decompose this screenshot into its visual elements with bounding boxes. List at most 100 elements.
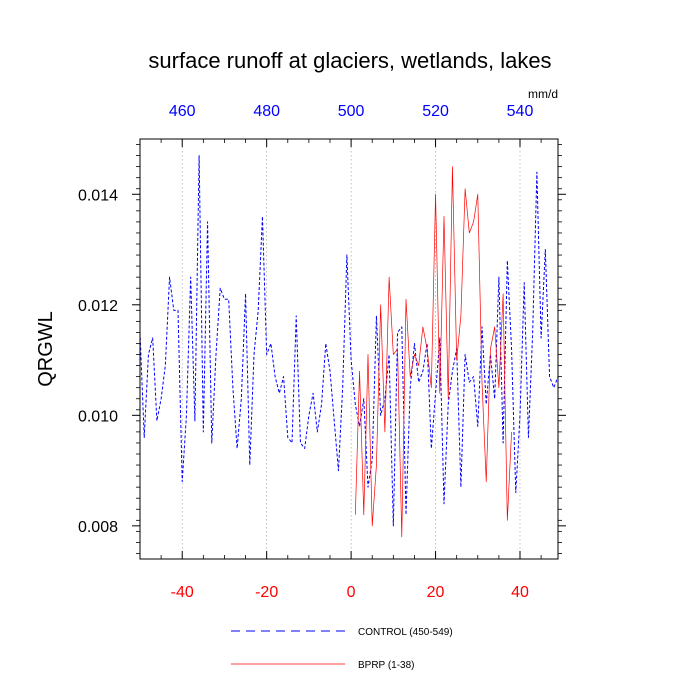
- data-point-control: [498, 277, 499, 278]
- data-point-control: [355, 404, 356, 405]
- data-point-control: [330, 371, 331, 372]
- data-point-control: [152, 337, 153, 338]
- data-point-bprp: [422, 326, 423, 327]
- data-point-control: [536, 172, 537, 173]
- data-point-control: [482, 326, 483, 327]
- data-point-control: [422, 371, 423, 372]
- data-point-control: [249, 465, 250, 466]
- data-point-bprp: [511, 431, 512, 432]
- data-point-control: [165, 365, 166, 366]
- data-point-control: [338, 470, 339, 471]
- data-point-bprp: [410, 376, 411, 377]
- data-point-control: [300, 442, 301, 443]
- x-tick-label-top: 480: [253, 103, 280, 120]
- data-point-control: [503, 442, 504, 443]
- data-point-control: [435, 393, 436, 394]
- y-tick-label: 0.010: [78, 408, 118, 425]
- data-point-control: [241, 398, 242, 399]
- data-point-control: [190, 277, 191, 278]
- data-point-control: [431, 448, 432, 449]
- data-point-control: [520, 415, 521, 416]
- x-tick-label-top: 520: [422, 103, 449, 120]
- data-point-control: [317, 431, 318, 432]
- data-point-bprp: [444, 216, 445, 217]
- data-point-control: [296, 315, 297, 316]
- data-point-control: [549, 376, 550, 377]
- data-point-bprp: [494, 326, 495, 327]
- x-tick-label-bottom: 0: [347, 584, 356, 601]
- x-tick-label-bottom: -20: [255, 584, 278, 601]
- data-point-bprp: [435, 194, 436, 195]
- data-point-bprp: [456, 360, 457, 361]
- data-point-control: [351, 360, 352, 361]
- data-point-bprp: [406, 299, 407, 300]
- legend: CONTROL (450-549) BPRP (1-38): [231, 627, 453, 671]
- data-point-control: [427, 343, 428, 344]
- data-point-control: [232, 387, 233, 388]
- data-point-control: [224, 299, 225, 300]
- y-axis-label: QRGWL: [35, 311, 57, 387]
- data-point-control: [473, 376, 474, 377]
- x-tick-label-top: 500: [338, 103, 365, 120]
- plot-frame: [139, 138, 559, 560]
- y-tick-label: 0.012: [78, 298, 118, 315]
- legend-label-control: CONTROL (450-549): [358, 627, 453, 638]
- data-point-control: [279, 393, 280, 394]
- data-point-control: [308, 415, 309, 416]
- data-point-control: [363, 398, 364, 399]
- data-point-control: [372, 459, 373, 460]
- data-point-control: [325, 343, 326, 344]
- data-point-bprp: [490, 349, 491, 350]
- data-point-control: [477, 426, 478, 427]
- data-point-control: [401, 326, 402, 327]
- data-point-control: [342, 387, 343, 388]
- data-point-bprp: [397, 349, 398, 350]
- data-point-control: [207, 221, 208, 222]
- data-point-control: [418, 382, 419, 383]
- data-point-control: [545, 249, 546, 250]
- data-point-control: [182, 481, 183, 482]
- data-point-control: [148, 354, 149, 355]
- data-point-control: [460, 487, 461, 488]
- data-point-control: [287, 437, 288, 438]
- data-point-control: [494, 398, 495, 399]
- data-point-control: [270, 343, 271, 344]
- data-point-control: [304, 448, 305, 449]
- data-point-control: [406, 514, 407, 515]
- data-point-bprp: [384, 431, 385, 432]
- y-tick-label: 0.008: [78, 519, 118, 536]
- data-point-bprp: [465, 188, 466, 189]
- data-point-control: [199, 155, 200, 156]
- series-layer: [139, 155, 559, 538]
- data-point-control: [359, 426, 360, 427]
- data-point-control: [389, 354, 390, 355]
- data-point-control: [452, 371, 453, 372]
- y-tick-label: 0.014: [78, 187, 118, 204]
- data-point-control: [384, 398, 385, 399]
- data-point-control: [156, 420, 157, 421]
- x-tick-label-bottom: 20: [427, 584, 445, 601]
- data-point-control: [258, 310, 259, 311]
- data-point-control: [380, 415, 381, 416]
- data-point-bprp: [460, 315, 461, 316]
- series-line-bprp: [354, 166, 512, 538]
- data-point-control: [376, 315, 377, 316]
- data-point-control: [283, 376, 284, 377]
- data-point-control: [439, 337, 440, 338]
- data-point-control: [194, 420, 195, 421]
- x-tick-label-top: 460: [169, 103, 196, 120]
- data-point-control: [173, 310, 174, 311]
- data-point-control: [511, 349, 512, 350]
- data-point-control: [313, 393, 314, 394]
- data-point-control: [469, 382, 470, 383]
- data-point-bprp: [486, 481, 487, 482]
- data-point-control: [541, 337, 542, 338]
- data-point-control: [486, 404, 487, 405]
- x-tick-label-top: 540: [507, 103, 534, 120]
- data-point-bprp: [363, 514, 364, 515]
- data-point-control: [216, 354, 217, 355]
- data-point-control: [524, 282, 525, 283]
- data-point-bprp: [431, 387, 432, 388]
- data-point-bprp: [439, 393, 440, 394]
